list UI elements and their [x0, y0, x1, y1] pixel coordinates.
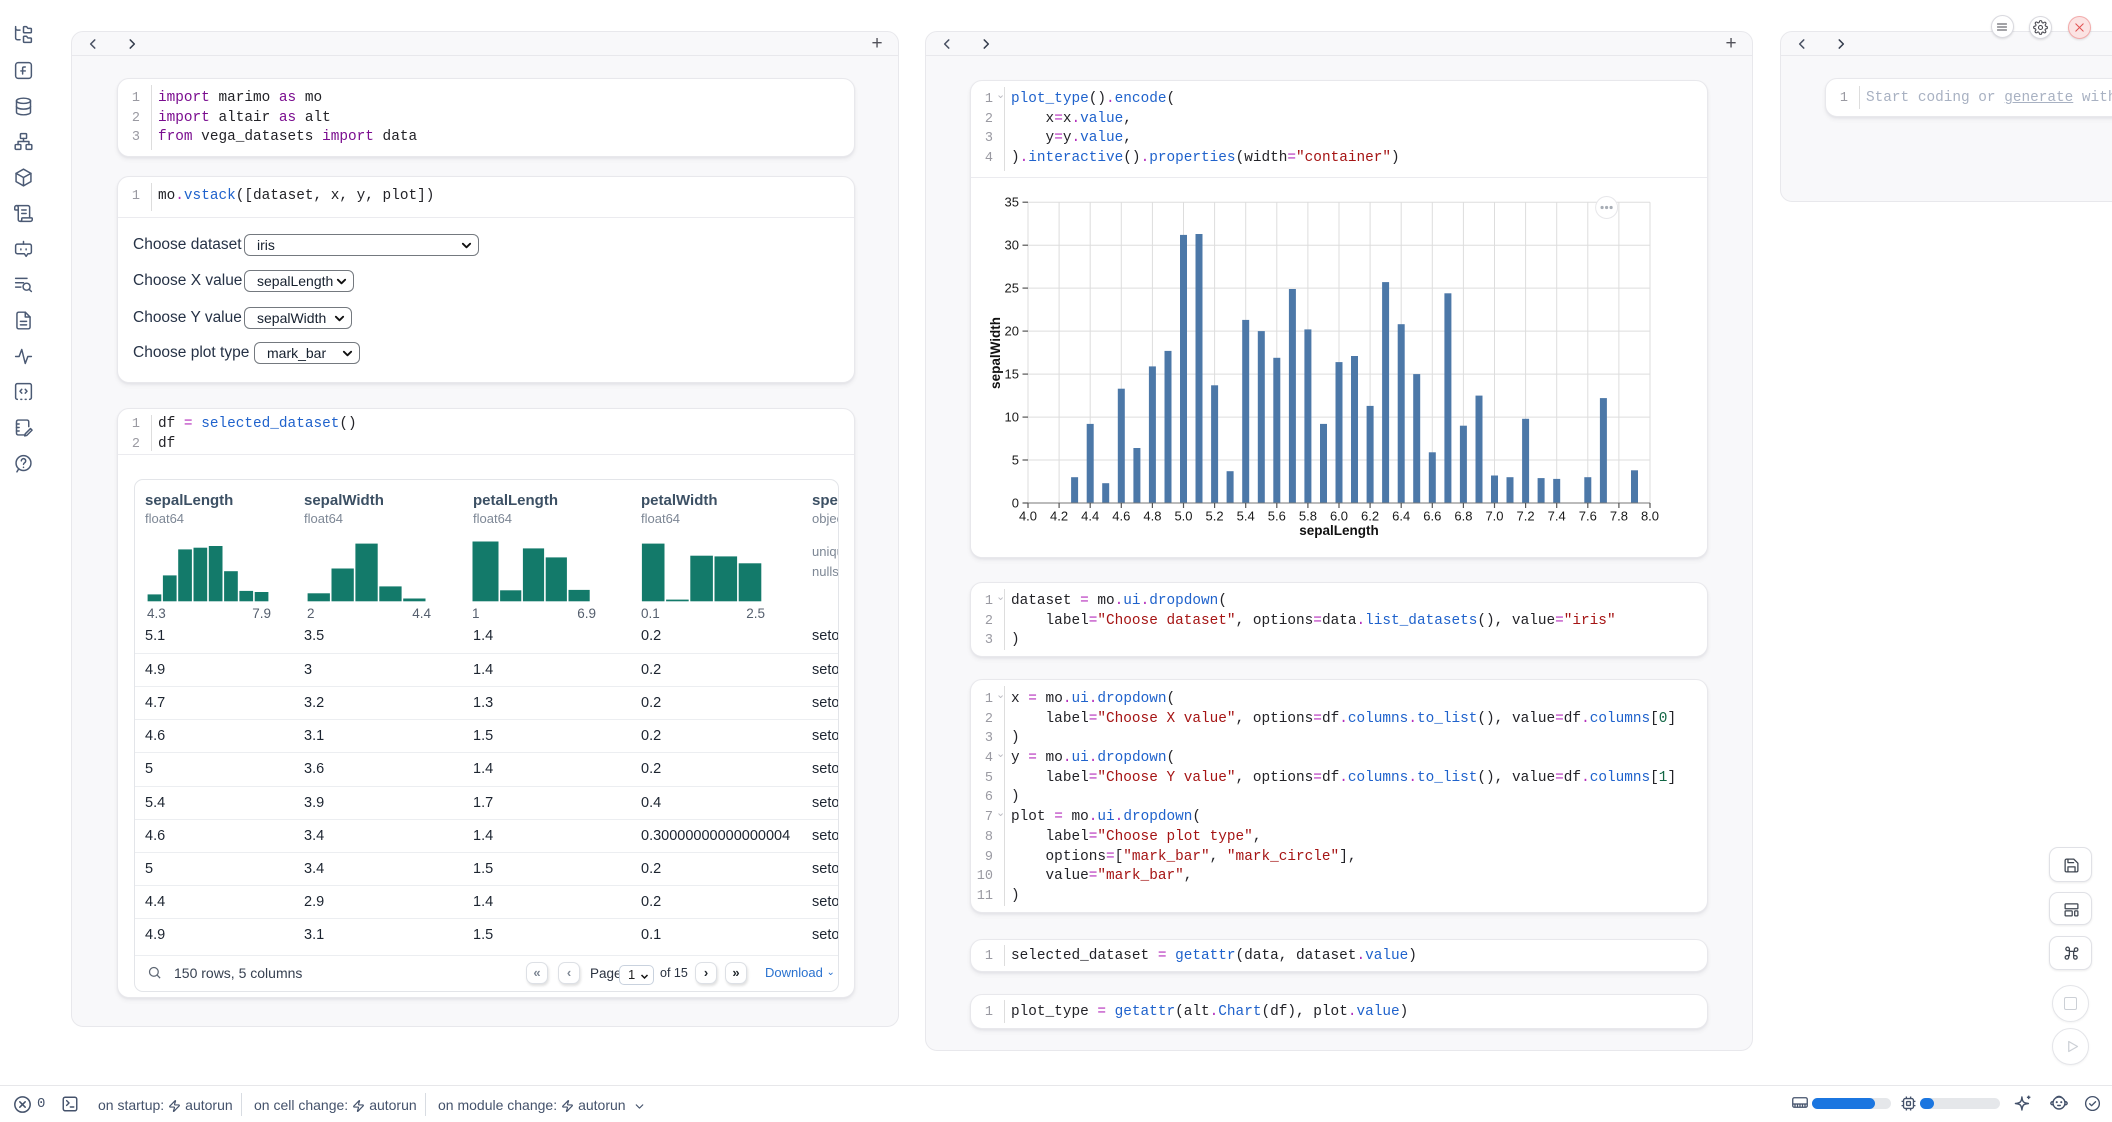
- svg-text:6.4: 6.4: [1392, 509, 1410, 524]
- svg-text:5.8: 5.8: [1299, 509, 1317, 524]
- svg-text:6.8: 6.8: [1454, 509, 1472, 524]
- svg-text:6.0: 6.0: [1330, 509, 1348, 524]
- svg-text:4.6: 4.6: [1112, 509, 1130, 524]
- svg-text:4.2: 4.2: [1050, 509, 1068, 524]
- svg-text:30: 30: [1005, 238, 1019, 253]
- svg-text:5.6: 5.6: [1268, 509, 1286, 524]
- svg-text:7.8: 7.8: [1610, 509, 1628, 524]
- svg-text:35: 35: [1005, 195, 1019, 210]
- svg-text:25: 25: [1005, 281, 1019, 296]
- svg-text:20: 20: [1005, 324, 1019, 339]
- svg-text:7.6: 7.6: [1579, 509, 1597, 524]
- svg-text:10: 10: [1005, 410, 1019, 425]
- svg-text:6.2: 6.2: [1361, 509, 1379, 524]
- svg-text:8.0: 8.0: [1641, 509, 1659, 524]
- svg-text:sepalLength: sepalLength: [1299, 523, 1379, 538]
- svg-text:sepalWidth: sepalWidth: [988, 317, 1003, 389]
- svg-text:7.2: 7.2: [1517, 509, 1535, 524]
- svg-text:5.0: 5.0: [1174, 509, 1192, 524]
- svg-text:4.0: 4.0: [1019, 509, 1037, 524]
- svg-text:7.4: 7.4: [1548, 509, 1566, 524]
- svg-text:5: 5: [1012, 453, 1019, 468]
- svg-text:0: 0: [1012, 496, 1019, 511]
- svg-text:4.8: 4.8: [1143, 509, 1161, 524]
- svg-text:6.6: 6.6: [1423, 509, 1441, 524]
- svg-text:4.4: 4.4: [1081, 509, 1099, 524]
- svg-text:15: 15: [1005, 367, 1019, 382]
- svg-text:5.4: 5.4: [1237, 509, 1255, 524]
- svg-text:7.0: 7.0: [1485, 509, 1503, 524]
- svg-text:5.2: 5.2: [1206, 509, 1224, 524]
